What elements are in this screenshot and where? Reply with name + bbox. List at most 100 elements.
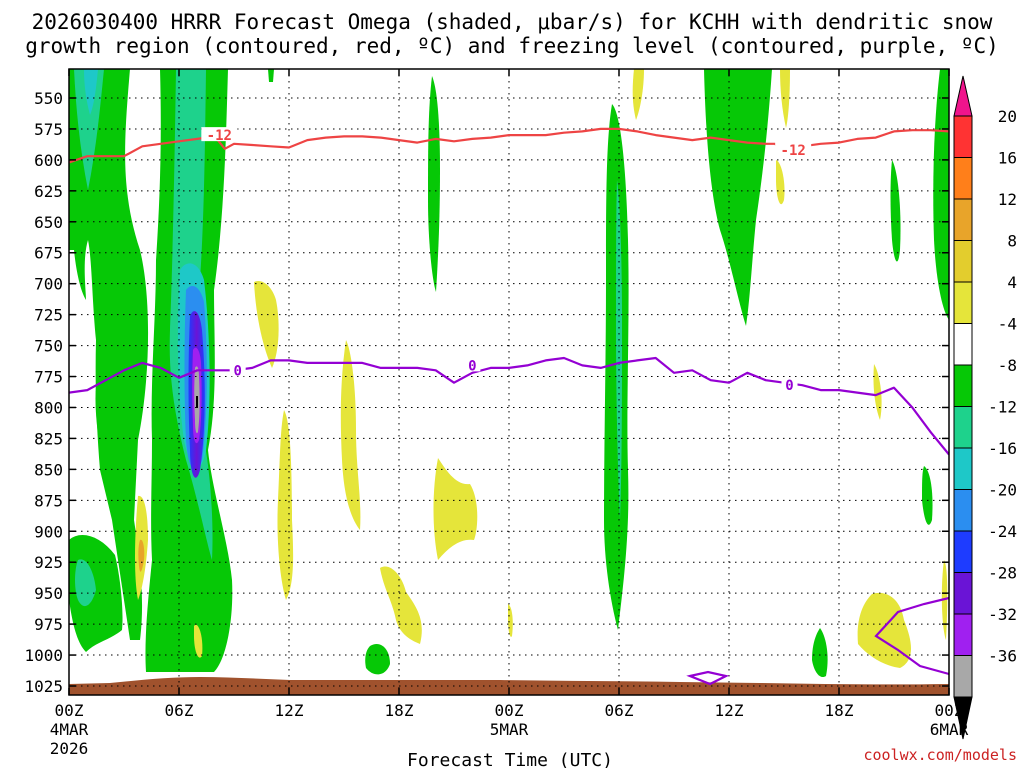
colorbar-swatch	[953, 240, 973, 283]
colorbar-swatch	[953, 489, 973, 532]
y-tick-label: 675	[34, 244, 63, 263]
x-axis-label: Forecast Time (UTC)	[407, 750, 613, 768]
omega-region-yellow	[254, 280, 279, 368]
colorbar-label: -20	[988, 481, 1017, 500]
omega-region-green	[69, 69, 149, 640]
x-tick-label: 12Z	[275, 701, 304, 720]
chart-title-line-2: growth region (contoured, red, ºC) and f…	[25, 34, 999, 58]
colorbar-label: 16	[998, 149, 1017, 168]
omega-region-teal	[616, 180, 622, 520]
freezing-level-contour-line	[69, 356, 949, 456]
colorbar-label: 20	[998, 107, 1017, 126]
credit-text: coolwx.com/models	[863, 746, 1017, 764]
y-tick-label: 925	[34, 553, 63, 572]
omega-min-marker	[196, 396, 198, 408]
x-tick-date-label: 4MAR	[50, 720, 89, 739]
y-tick-label: 750	[34, 337, 63, 356]
x-tick-label: 00Z	[55, 701, 84, 720]
omega-region-yellow	[277, 410, 294, 600]
dendritic-contour-label: -12	[207, 128, 232, 144]
freezing-level-closed-contour	[686, 670, 730, 686]
omega-region-teal	[75, 559, 96, 607]
freezing-level-closed-contour	[874, 596, 950, 676]
omega-region-green	[704, 69, 772, 326]
omega-shading	[69, 69, 949, 695]
contour-label-background	[464, 357, 481, 372]
x-tick-label: 12Z	[715, 701, 744, 720]
x-tick-label: 18Z	[825, 701, 854, 720]
omega-region-yellow	[194, 624, 203, 658]
y-tick-label: 800	[34, 398, 63, 417]
freezing-level-contour-label: 0	[785, 378, 793, 394]
y-tick-label: 875	[34, 491, 63, 510]
colorbar-label: -32	[988, 605, 1017, 624]
y-tick-label: 550	[34, 89, 63, 108]
y-tick-label: 1000	[24, 646, 63, 665]
y-tick-label: 950	[34, 584, 63, 603]
chart-title-line-1: 2026030400 HRRR Forecast Omega (shaded, …	[32, 10, 993, 34]
colorbar-label: -12	[988, 398, 1017, 417]
omega-region-green	[812, 628, 828, 678]
contour-label-background	[201, 127, 238, 142]
contour-label-background	[229, 362, 246, 377]
freezing-level-contour-label: 0	[468, 358, 476, 374]
omega-region-yellow	[508, 604, 513, 637]
colorbar-label: 8	[1007, 232, 1017, 251]
colorbar-swatch	[953, 157, 973, 200]
x-tick-date-label: 5MAR	[490, 720, 529, 739]
colorbar-cap-bottom	[953, 696, 973, 740]
contour-label-background	[781, 377, 798, 392]
colorbar-swatch	[953, 364, 973, 407]
colorbar-swatch	[953, 281, 973, 324]
colorbar-swatch	[953, 613, 973, 656]
colorbar-swatch	[953, 572, 973, 615]
colorbar-label: -8	[998, 356, 1017, 375]
x-tick-label: 18Z	[385, 701, 414, 720]
y-axis: 550 575 600 625 650 675 700 725 750 775 800 825 850 8…	[24, 89, 949, 696]
y-tick-label: 600	[34, 151, 63, 170]
colorbar-swatch	[953, 447, 973, 490]
colorbar-swatch	[953, 323, 973, 366]
colorbar-label: -16	[988, 439, 1017, 458]
omega-region-green	[365, 644, 390, 675]
omega-region-yellow	[780, 69, 790, 128]
colorbar-swatch	[953, 655, 973, 698]
colorbar-swatch	[953, 530, 973, 573]
y-tick-label: 900	[34, 522, 63, 541]
y-tick-label: 625	[34, 182, 63, 201]
colorbar-label: 12	[998, 190, 1017, 209]
colorbar-label: -28	[988, 564, 1017, 583]
colorbar-label: -4	[998, 315, 1017, 334]
y-tick-label: 975	[34, 615, 63, 634]
y-tick-label: 850	[34, 460, 63, 479]
omega-region-green	[890, 160, 901, 262]
omega-region-yellow	[632, 69, 644, 120]
y-tick-label: 650	[34, 213, 63, 232]
x-tick-label: 06Z	[165, 701, 194, 720]
y-tick-label: 725	[34, 306, 63, 325]
x-tick-date-label: 6MAR	[930, 720, 969, 739]
omega-region-yellow	[433, 458, 478, 560]
colorbar: 20 16 12 8 4 -4 -8 -12 -16 -20 -24 -28 -32 -36	[953, 75, 1017, 740]
colorbar-cap-top	[953, 75, 973, 117]
colorbar-label: -36	[988, 647, 1017, 666]
omega-region-green	[428, 76, 440, 292]
omega-region-orange	[138, 539, 145, 572]
x-tick-label: 06Z	[605, 701, 634, 720]
y-tick-label: 1025	[24, 677, 63, 696]
omega-region-yellow	[873, 364, 882, 420]
omega-region-yellow	[340, 340, 361, 530]
contour-labels: -12 -12 0 0 0	[201, 127, 812, 394]
omega-region-green	[95, 381, 117, 470]
colorbar-swatch	[953, 115, 973, 158]
omega-region-teal	[74, 69, 104, 190]
dendritic-contour-label: -12	[781, 143, 806, 159]
omega-region-green	[922, 466, 933, 525]
x-tick-year-label: 2026	[50, 739, 89, 758]
y-tick-label: 575	[34, 120, 63, 139]
x-tick-label: 00Z	[495, 701, 524, 720]
colorbar-label: 4	[1007, 273, 1017, 292]
y-tick-label: 775	[34, 368, 63, 387]
